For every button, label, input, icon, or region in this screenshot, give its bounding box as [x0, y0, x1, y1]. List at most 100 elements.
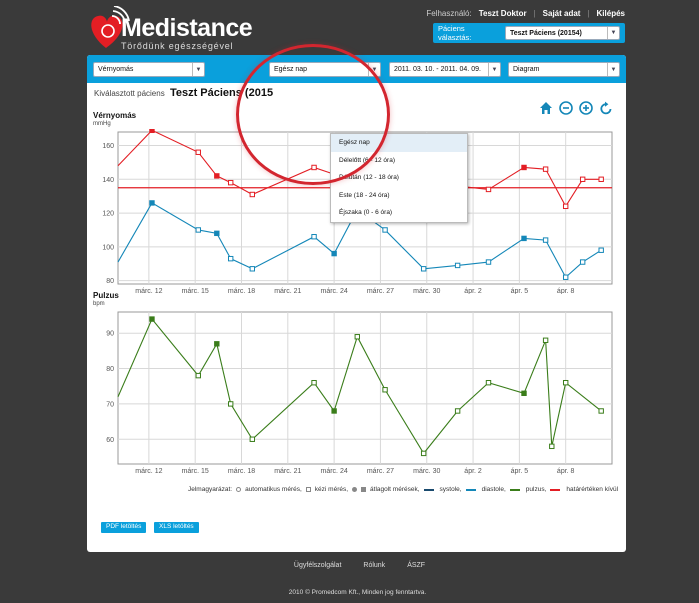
pulzus-data-point	[454, 408, 461, 414]
selected-patient-name: Teszt Páciens (2015	[169, 87, 274, 99]
user-name-link[interactable]: Teszt Doktor	[478, 9, 527, 18]
pulzus-data-point	[562, 379, 569, 386]
measure-type-select[interactable]: Vérnyomás ▼	[93, 62, 205, 77]
systole-data-point	[214, 173, 220, 179]
medistance-logo[interactable]	[86, 6, 256, 54]
footer-link-terms[interactable]: ÁSZF	[407, 562, 426, 569]
zoom-out-icon[interactable]	[559, 101, 573, 115]
dropdown-option[interactable]: Délután (12 - 18 óra)	[339, 174, 399, 182]
bp-chart-unit: mmHg	[93, 121, 111, 127]
pulzus-data-point	[420, 450, 427, 457]
nav-separator: |	[533, 9, 536, 18]
y-tick-label: 140	[102, 177, 114, 184]
dropdown-option[interactable]: Éjszaka (0 - 6 óra)	[339, 209, 393, 217]
pulzus-data-point	[149, 316, 155, 322]
chevron-down-icon: ▼	[607, 63, 619, 76]
zoom-in-icon[interactable]	[579, 101, 593, 115]
pulzus-series-line	[117, 318, 602, 455]
chevron-down-icon: ▼	[192, 63, 204, 76]
own-data-link[interactable]: Saját adat	[542, 9, 581, 18]
diastole-data-point	[249, 266, 256, 272]
pdf-download-button[interactable]: PDF letöltés	[101, 522, 147, 533]
pulzus-data-point	[382, 387, 388, 393]
footer-links: Ügyfélszolgálat Rólunk ÁSZF	[0, 562, 699, 569]
limit-swatch	[550, 488, 561, 491]
patient-select[interactable]: Teszt Páciens (20154) ▼	[504, 26, 620, 40]
pulzus-data-point	[354, 334, 360, 340]
diastole-data-point	[214, 230, 220, 237]
x-tick-label: márc. 21	[274, 288, 301, 294]
nav-separator: |	[587, 9, 590, 18]
time-of-day-value: Egész nap	[274, 66, 308, 73]
systole-swatch	[423, 488, 434, 491]
auto-measure-marker-icon	[236, 487, 242, 492]
view-mode-select[interactable]: Diagram ▼	[508, 62, 620, 77]
reset-icon[interactable]	[599, 101, 613, 115]
x-tick-label: ápr. 8	[557, 288, 575, 294]
pulzus-data-point	[542, 337, 549, 343]
legend-limit: határértéken kívül	[566, 486, 619, 493]
x-tick-label: márc. 18	[228, 288, 255, 294]
x-tick-label: márc. 12	[135, 468, 162, 475]
filter-bar: Vérnyomás ▼ Egész nap ▼ 2011. 03. 10. - …	[87, 55, 626, 83]
systole-data-point	[598, 176, 604, 182]
avg-circle-marker-icon	[352, 487, 358, 492]
x-tick-label: ápr. 5	[511, 288, 529, 294]
x-tick-label: márc. 18	[228, 468, 255, 475]
pulzus-data-point	[249, 436, 256, 442]
systole-data-point	[149, 129, 155, 134]
main-panel: Vérnyomás ▼ Egész nap ▼ 2011. 03. 10. - …	[87, 55, 626, 552]
top-navigation: Felhasználó: Teszt Doktor | Saját adat |…	[426, 9, 625, 18]
dropdown-option[interactable]: Egész nap	[331, 134, 467, 152]
brand-tagline: Törődünk egészségével	[121, 41, 234, 51]
diastole-data-point	[562, 274, 569, 280]
pulse-chart-title: Pulzus	[93, 291, 119, 300]
systole-data-point	[562, 203, 569, 210]
diastole-data-point	[311, 234, 317, 240]
y-tick-label: 160	[102, 143, 114, 150]
pulzus-data-point	[214, 341, 220, 347]
y-tick-label: 120	[102, 211, 114, 218]
diastole-data-point	[149, 200, 155, 206]
x-tick-label: márc. 15	[182, 288, 209, 294]
footer-link-support[interactable]: Ügyfélszolgálat	[293, 562, 342, 569]
legend-pulse: pulzus,	[525, 486, 547, 493]
pulzus-data-point	[311, 379, 317, 386]
diastole-data-point	[195, 227, 201, 233]
pulzus-data-point	[549, 443, 555, 450]
x-tick-label: márc. 30	[413, 468, 440, 475]
systole-data-point	[227, 179, 234, 186]
logout-link[interactable]: Kilépés	[596, 9, 625, 18]
x-tick-label: márc. 24	[321, 468, 348, 475]
systole-data-point	[579, 176, 586, 182]
y-tick-label: 80	[106, 366, 114, 373]
time-of-day-select[interactable]: Egész nap ▼	[269, 62, 381, 77]
diastole-data-point	[454, 262, 461, 269]
pulse-swatch	[509, 488, 520, 491]
dropdown-option[interactable]: Délelőtt (6 - 12 óra)	[339, 156, 395, 164]
x-tick-label: ápr. 8	[557, 468, 575, 475]
date-range-value: 2011. 03. 10. - 2011. 04. 09.	[394, 66, 481, 73]
diastole-data-point	[542, 237, 549, 243]
xls-download-button[interactable]: XLS letöltés	[154, 522, 199, 533]
pulzus-data-point	[227, 401, 234, 407]
systole-data-point	[485, 186, 492, 193]
selected-patient: Kiválasztott páciens Teszt Páciens (2015	[94, 87, 273, 99]
legend-manual: kézi mérés,	[314, 486, 349, 493]
dropdown-option[interactable]: Este (18 - 24 óra)	[339, 191, 390, 199]
patient-select-label: Páciens választás:	[438, 24, 472, 42]
pulzus-data-point	[598, 408, 604, 414]
date-range-select[interactable]: 2011. 03. 10. - 2011. 04. 09. ▼	[389, 62, 501, 77]
pulzus-data-point	[485, 379, 492, 386]
x-tick-label: ápr. 2	[464, 468, 482, 475]
diastole-swatch	[465, 488, 476, 491]
legend-avg: átlagolt mérések,	[370, 486, 420, 493]
diastole-data-point	[485, 259, 492, 265]
systole-data-point	[542, 166, 549, 172]
y-tick-label: 70	[106, 401, 114, 408]
home-icon[interactable]	[539, 101, 553, 115]
pulzus-data-point	[195, 372, 201, 379]
systole-data-point	[311, 164, 317, 171]
footer-link-about[interactable]: Rólunk	[363, 562, 386, 569]
x-tick-label: márc. 15	[182, 468, 209, 475]
